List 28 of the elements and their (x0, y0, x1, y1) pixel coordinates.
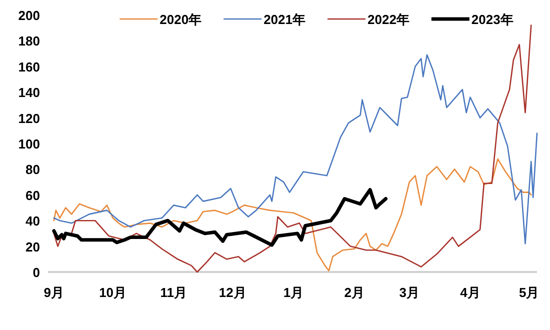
x-tick-label: 3月 (399, 285, 420, 300)
x-tick-label: 2月 (344, 285, 364, 300)
y-tick-label: 40 (26, 214, 40, 229)
x-tick-label: 11月 (160, 285, 188, 300)
x-tick-label: 5月 (519, 285, 540, 300)
y-tick-label: 100 (18, 136, 40, 152)
line-series (53, 24, 532, 273)
legend-label: 2023年 (471, 12, 514, 27)
x-tick-label: 1月 (283, 285, 304, 300)
y-tick-label: 200 (18, 8, 40, 23)
x-tick-label: 10月 (99, 285, 127, 300)
x-tick-label: 9月 (44, 285, 64, 300)
legend-label: 2021年 (264, 12, 306, 27)
y-tick-label: 140 (18, 85, 40, 100)
y-tick-label: 80 (26, 162, 40, 178)
x-tick-label: 4月 (460, 285, 480, 300)
y-tick-label: 60 (26, 188, 40, 203)
y-tick-label: 120 (18, 110, 40, 126)
legend-label: 2022年 (368, 12, 410, 27)
y-tick-label: 160 (18, 59, 40, 74)
line-series (53, 54, 538, 244)
x-tick-label: 12月 (218, 285, 246, 300)
y-tick-label: 20 (26, 239, 40, 254)
y-tick-label: 0 (32, 265, 40, 280)
y-tick-label: 180 (18, 34, 40, 49)
legend-label: 2020年 (160, 12, 202, 27)
line-series (53, 158, 532, 272)
line-series (52, 188, 388, 247)
